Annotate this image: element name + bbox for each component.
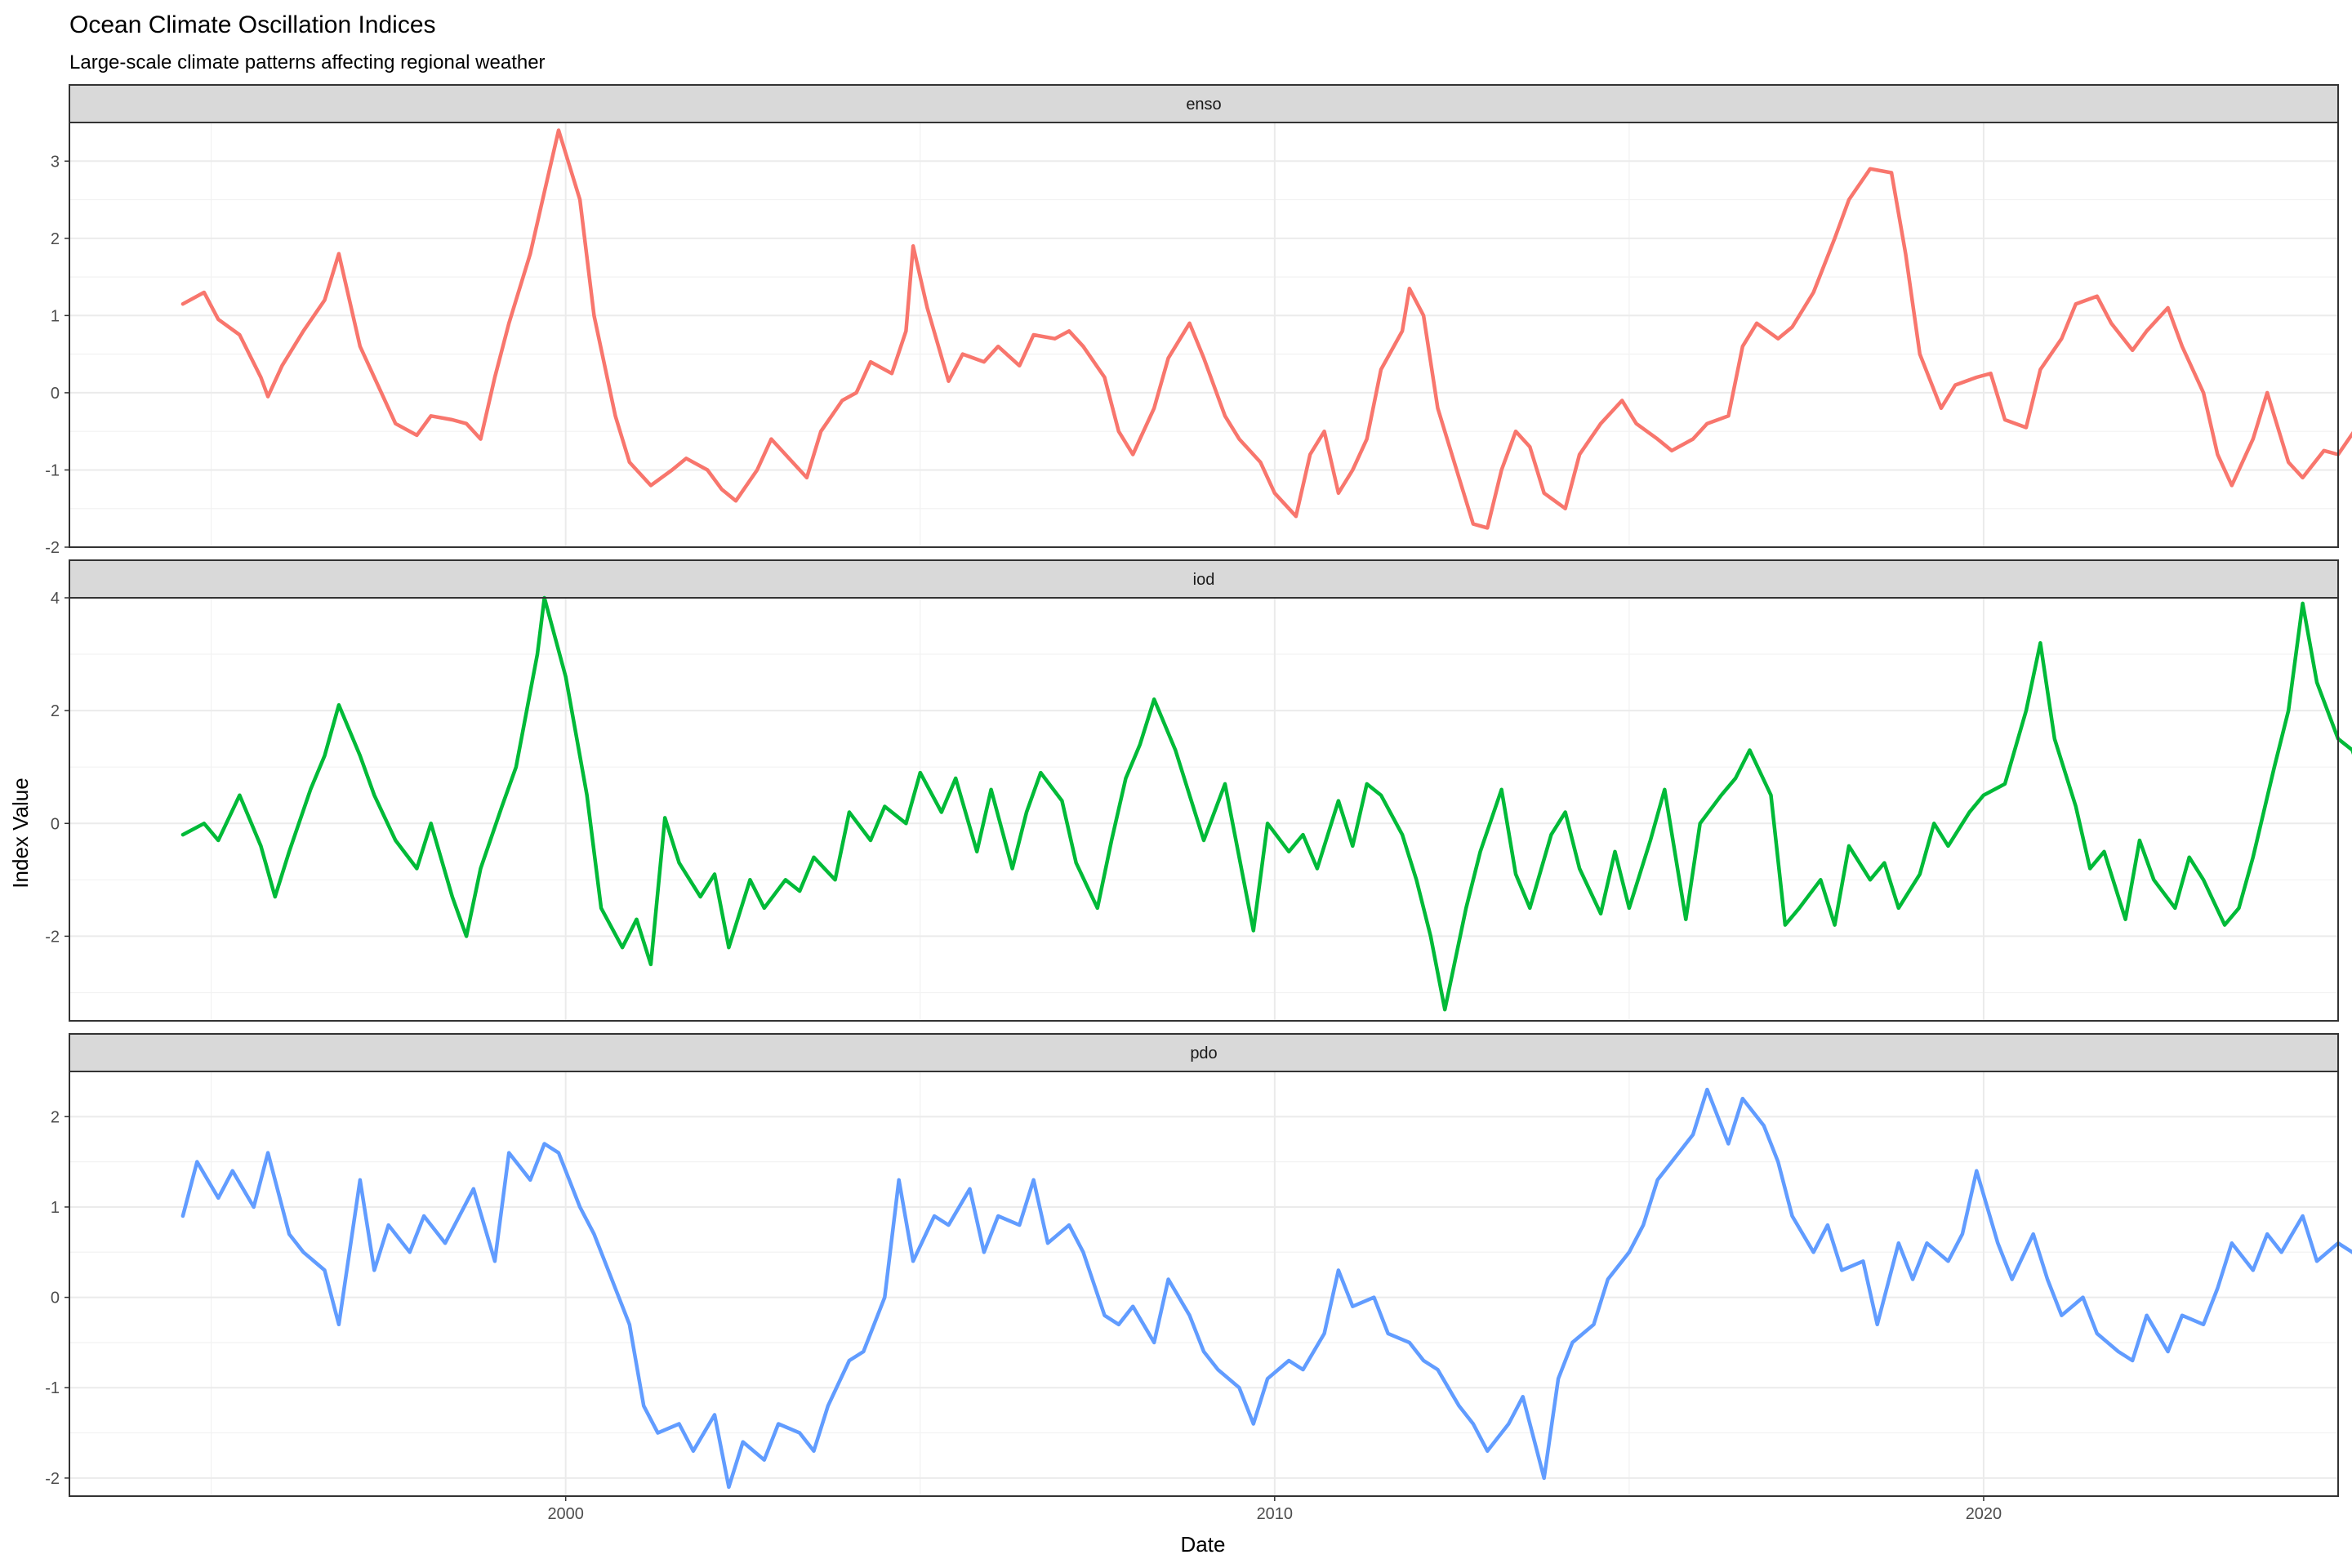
series-line-iod: [180, 595, 2352, 1012]
chart-title: Ocean Climate Oscillation Indices: [69, 11, 436, 38]
y-tick-label: -1: [45, 1379, 60, 1397]
y-tick-label: -1: [45, 461, 60, 479]
y-tick-label: 1: [51, 307, 60, 325]
panel-border: [69, 122, 2339, 548]
panel-background: [69, 1071, 2338, 1496]
panel-border: [69, 1071, 2339, 1497]
facet-pdo: pdo -2 -1 0 1 2: [45, 1033, 2352, 1497]
y-tick-label: 0: [51, 1290, 60, 1307]
chart-subtitle: Large-scale climate patterns affecting r…: [69, 51, 546, 74]
x-axis-label: Date: [1181, 1532, 1226, 1557]
series-line-pdo: [180, 1087, 2352, 1490]
y-tick-label: 2: [51, 230, 60, 248]
y-tick-label: 2: [51, 702, 60, 720]
facet-strip-label: pdo: [1190, 1045, 1217, 1062]
x-tick-label: 2000: [547, 1505, 584, 1523]
y-tick-label: 0: [51, 385, 60, 403]
y-tick-label: 1: [51, 1199, 60, 1217]
facet-strip-label: enso: [1186, 96, 1221, 114]
panel-background: [69, 122, 2338, 547]
y-tick-label: 0: [51, 815, 60, 833]
series-line-enso: [180, 128, 2352, 530]
y-tick-label: -2: [45, 1470, 60, 1488]
x-tick-label: 2010: [1257, 1505, 1294, 1523]
x-tick-label: 2020: [1966, 1505, 2002, 1523]
panel-background: [69, 598, 2338, 1021]
facet-enso: enso -2 -1 0 1 2 3: [45, 84, 2352, 557]
y-axis-label: Index Value: [8, 777, 33, 888]
panel-border: [69, 597, 2339, 1022]
facet-panels: enso -2 -1 0 1 2 3 iod -2 0 2 4 pdo -2 -1 0 1 2 2000 2010 20…: [45, 84, 2352, 1523]
facet-strip: [69, 1033, 2339, 1072]
facet-iod: iod -2 0 2 4: [45, 559, 2352, 1022]
y-tick-label: 3: [51, 153, 60, 171]
y-tick-label: 4: [51, 590, 60, 608]
facet-strip-label: iod: [1193, 571, 1215, 589]
y-tick-label: -2: [45, 928, 60, 946]
y-tick-label: 2: [51, 1108, 60, 1126]
y-tick-label: -2: [45, 539, 60, 557]
facet-strip: [69, 84, 2339, 123]
